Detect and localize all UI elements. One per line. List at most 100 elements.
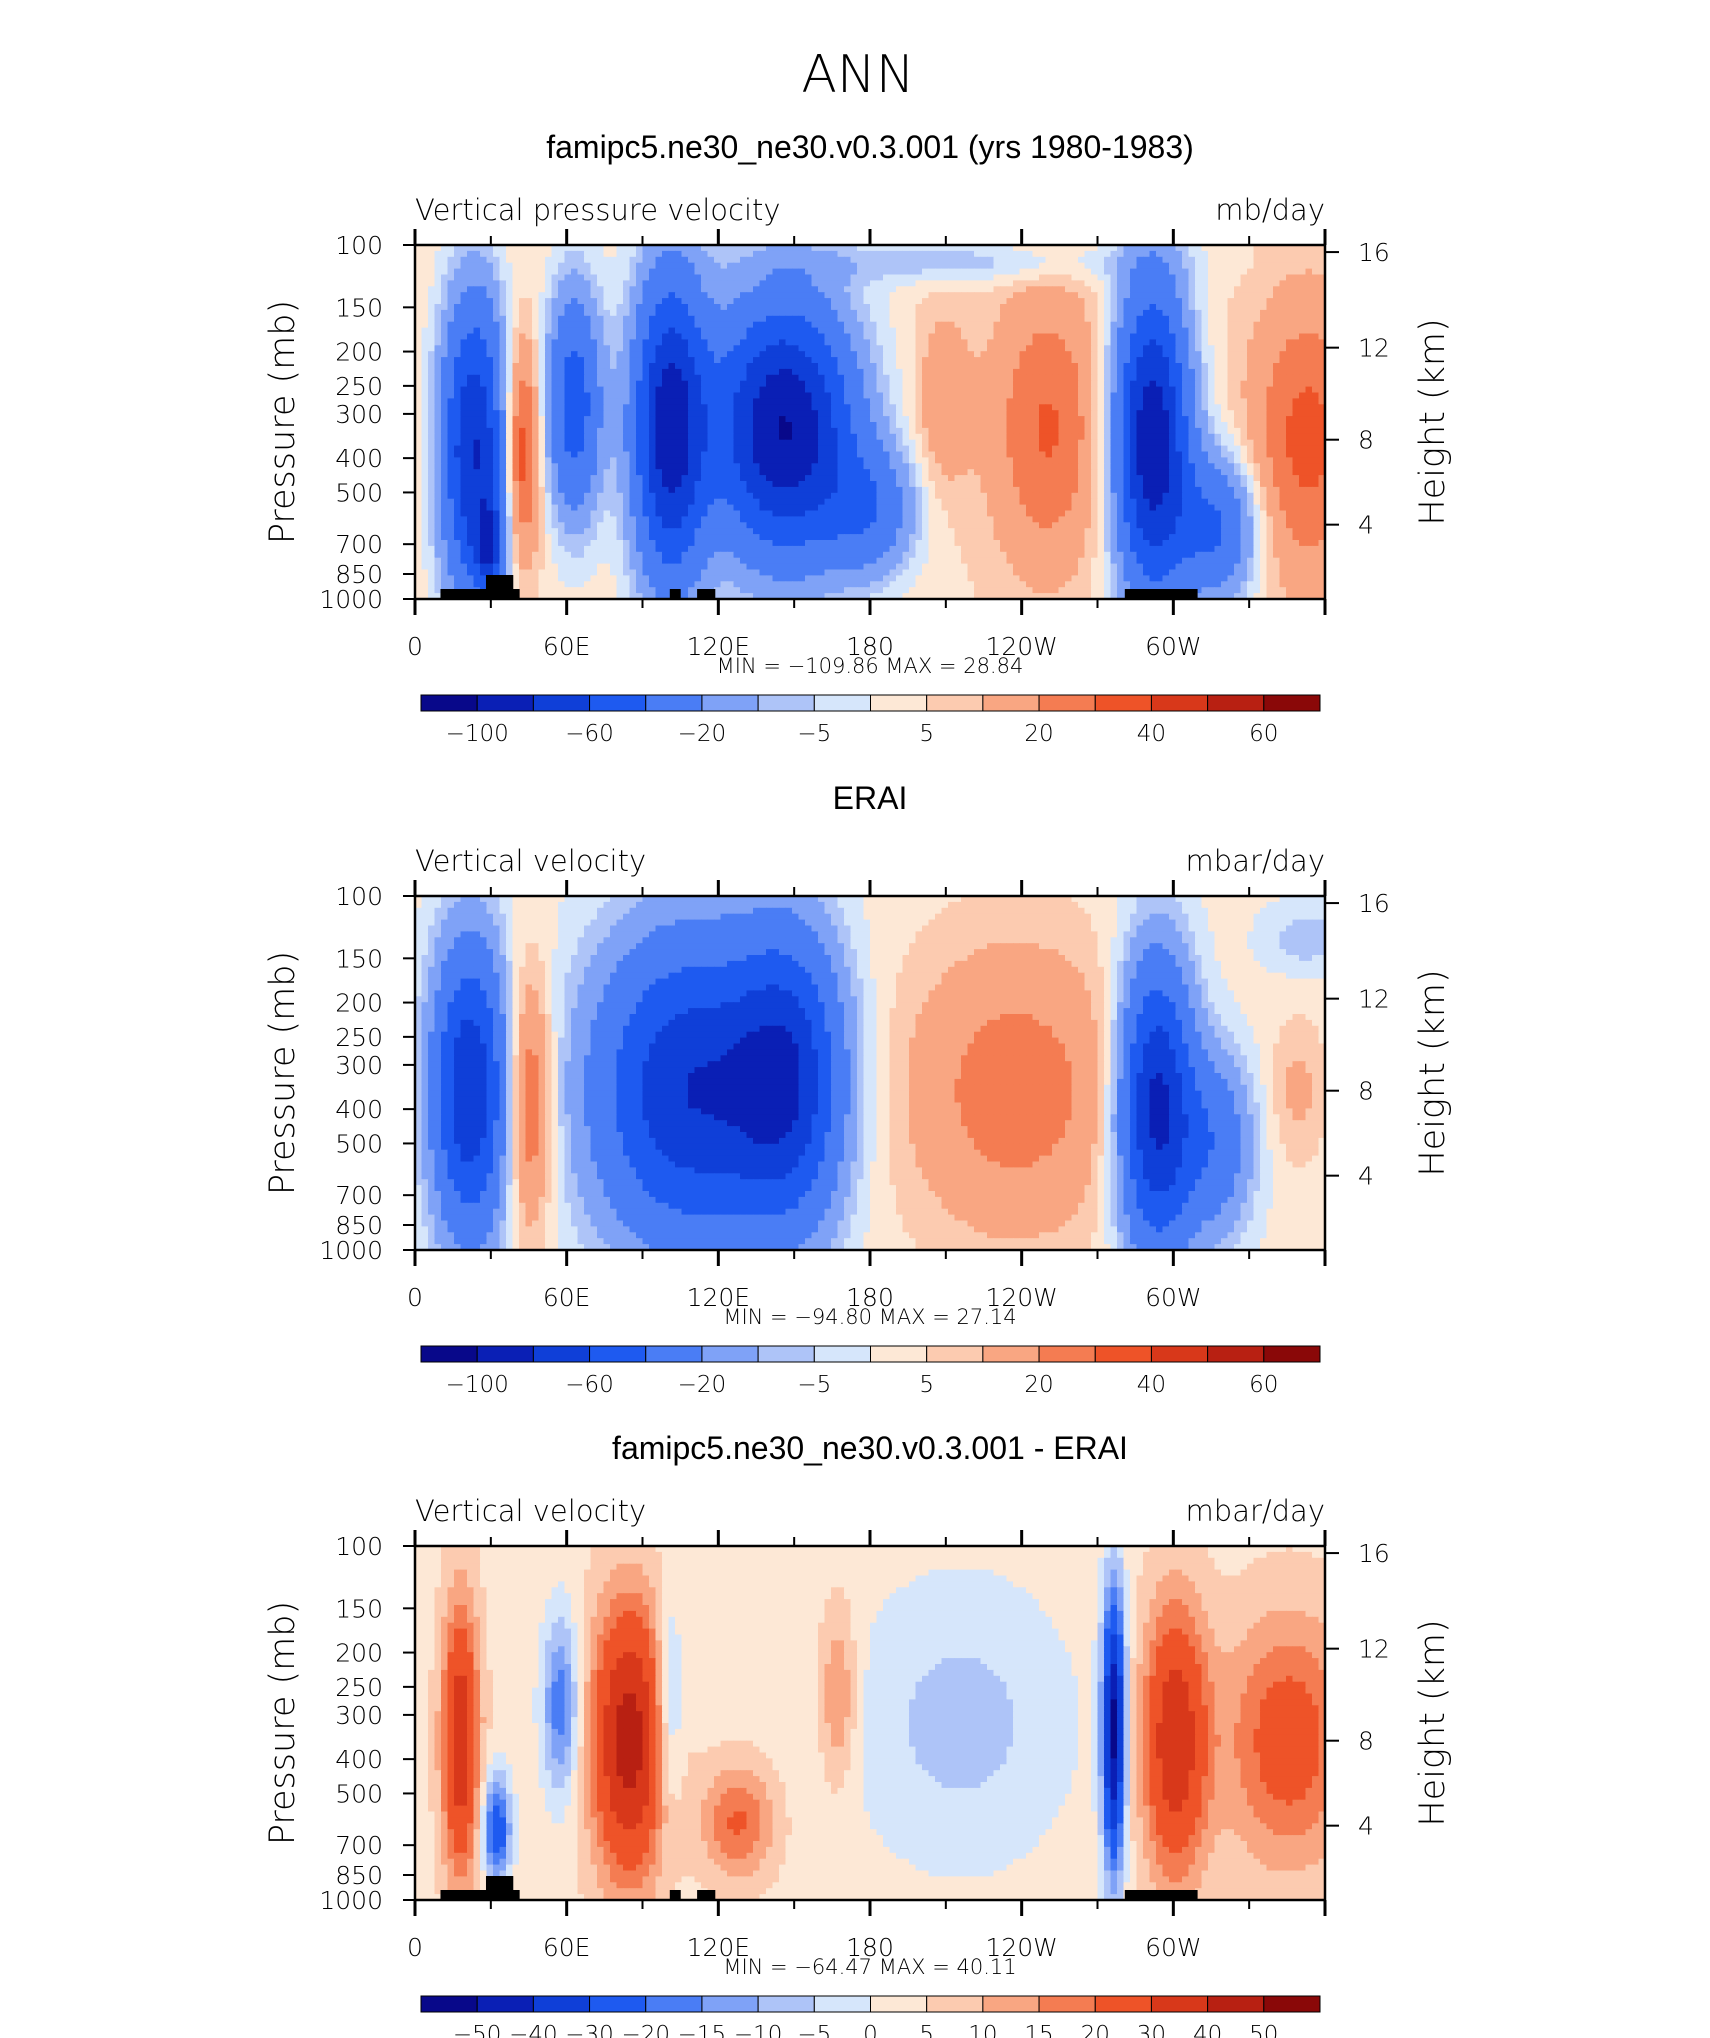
heatmap-cell [811,298,819,305]
heatmap-cell [480,280,488,287]
heatmap-cell [421,327,429,335]
heatmap-cell [512,280,520,287]
heatmap-cell [824,392,832,399]
heatmap-cell [954,333,962,340]
heatmap-cell [961,315,969,323]
heatmap-cell [798,416,806,423]
heatmap-cell [1000,451,1008,458]
heatmap-cell [1032,427,1040,435]
heatmap-cell [681,357,689,364]
heatmap-cell [571,274,579,281]
heatmap-cell [584,274,592,281]
heatmap-cell [584,309,592,317]
heatmap-cell [896,351,904,358]
heatmap-cell [447,351,455,358]
heatmap-cell [1240,416,1248,423]
heatmap-cell [486,363,494,370]
heatmap-cell [486,368,494,376]
heatmap-cell [1195,386,1203,394]
heatmap-cell [1000,298,1008,305]
heatmap-cell [688,427,696,435]
heatmap-cell [961,363,969,370]
heatmap-cell [779,404,787,411]
heatmap-cell [1201,398,1209,405]
heatmap-cell [831,262,839,270]
heatmap-cell [415,345,423,352]
heatmap-cell [1240,250,1248,258]
heatmap-cell [896,292,904,299]
heatmap-cell [1026,357,1034,364]
heatmap-cell [779,286,787,293]
heatmap-cell [1032,280,1040,287]
heatmap-cell [987,321,995,329]
heatmap-cell [798,309,806,317]
heatmap-cell [1286,422,1294,429]
heatmap-cell [876,268,884,276]
heatmap-cell [1247,439,1255,447]
heatmap-cell [493,368,501,376]
heatmap-cell [616,256,624,264]
heatmap-cell [499,327,507,335]
heatmap-cell [1227,256,1235,264]
heatmap-cell [961,380,969,388]
heatmap-cell [428,321,436,329]
heatmap-cell [1299,268,1307,276]
heatmap-cell [857,321,865,329]
heatmap-cell [675,268,683,276]
heatmap-cell [603,345,611,352]
heatmap-cell [1065,315,1073,323]
heatmap-cell [584,286,592,293]
heatmap-cell [935,392,943,399]
heatmap-cell [1052,351,1060,358]
heatmap-cell [785,298,793,305]
heatmap-cell [610,286,618,293]
heatmap-cell [1130,309,1138,317]
heatmap-cell [1130,268,1138,276]
heatmap-cell [1026,374,1034,382]
heatmap-cell [590,309,598,317]
heatmap-cell [1039,345,1047,352]
heatmap-cell [415,427,423,435]
heatmap-cell [1039,321,1047,329]
heatmap-cell [694,250,702,258]
heatmap-cell [1286,386,1294,394]
heatmap-cell [1234,245,1242,252]
heatmap-cell [1091,327,1099,335]
heatmap-cell [1266,315,1274,323]
heatmap-cell [499,445,507,453]
heatmap-cell [649,333,657,340]
heatmap-cell [662,386,670,394]
heatmap-cell [935,398,943,405]
heatmap-cell [590,292,598,299]
heatmap-cell [779,327,787,335]
heatmap-cell [1195,427,1203,435]
heatmap-cell [1318,439,1326,447]
heatmap-cell [681,280,689,287]
heatmap-cell [512,439,520,447]
heatmap-cell [1084,345,1092,352]
heatmap-cell [688,280,696,287]
heatmap-cell [421,416,429,423]
heatmap-cell [1032,445,1040,453]
heatmap-cell [1253,250,1261,258]
heatmap-cell [467,298,475,305]
heatmap-cell [1097,250,1105,258]
heatmap-cell [538,327,546,335]
heatmap-cell [525,374,533,382]
heatmap-cell [551,286,559,293]
heatmap-cell [759,427,767,435]
heatmap-cell [993,416,1001,423]
heatmap-cell [1253,433,1261,441]
heatmap-cell [811,357,819,364]
heatmap-cell [694,321,702,329]
heatmap-cell [987,380,995,388]
heatmap-cell [694,309,702,317]
heatmap-cell [792,392,800,399]
heatmap-cell [1162,315,1170,323]
heatmap-cell [1019,410,1027,417]
heatmap-cell [779,315,787,323]
heatmap-cell [850,339,858,346]
heatmap-cell [623,286,631,293]
heatmap-cell [915,345,923,352]
heatmap-cell [623,427,631,435]
